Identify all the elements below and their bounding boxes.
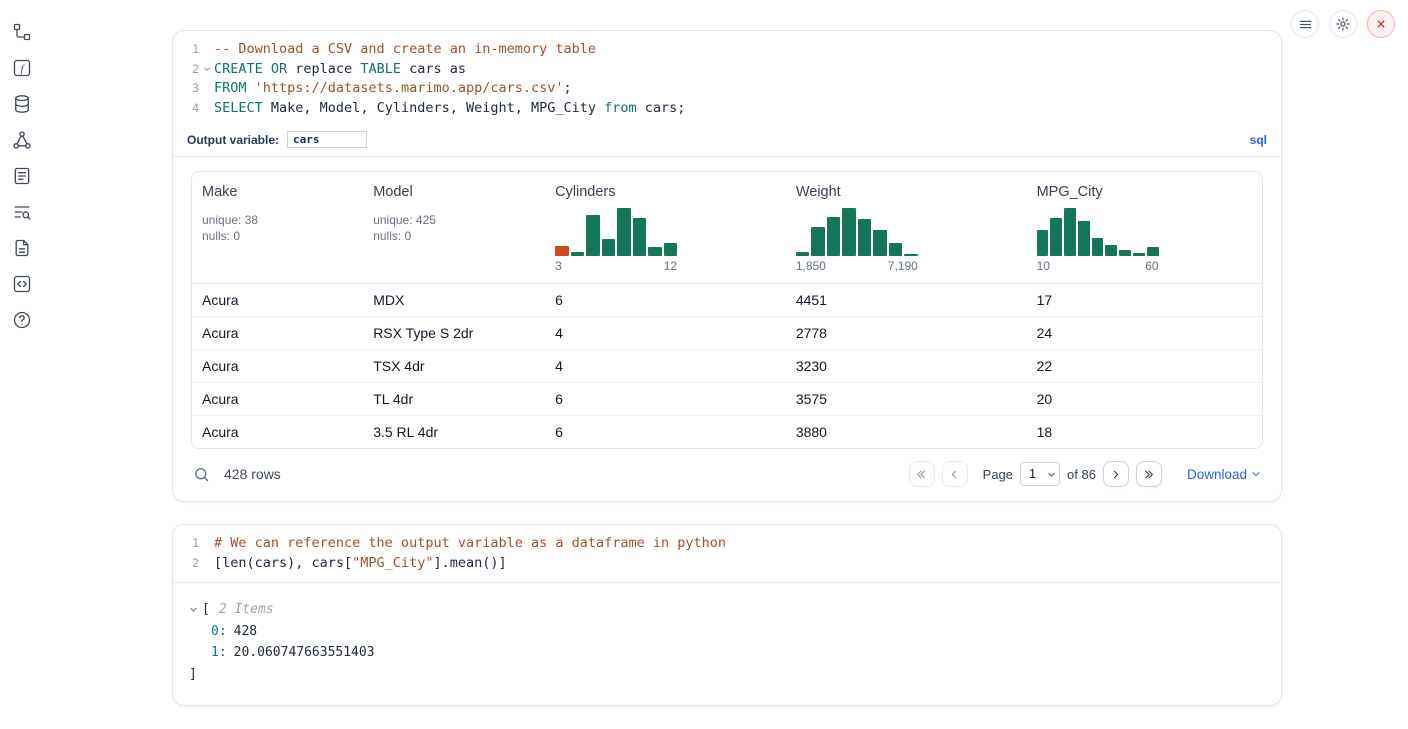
function-icon[interactable]: f [12,58,32,78]
table-header-row: Make unique: 38 nulls: 0 Model unique: 4… [192,172,1262,284]
python-cell: 1 # We can reference the output variable… [172,524,1282,706]
snippets-icon[interactable] [12,274,32,294]
code-line: 2 [len(cars), cars["MPG_City"].mean()] [173,554,1281,574]
sql-meta-row: Output variable: cars sql [173,127,1281,157]
python-output: [ 2 Items 0: 428 1: 20.060747663551403 ] [173,583,1281,705]
shutdown-close-button[interactable] [1367,10,1395,38]
tree-entry: 0: 428 [211,623,258,639]
collapse-chevron-icon[interactable] [189,605,199,614]
column-histogram: 3 12 [555,208,678,273]
column-stats: unique: 38 nulls: 0 [202,213,259,243]
line-number: 2 [192,555,199,570]
table-row[interactable]: Acura 3.5 RL 4dr 6 3880 18 [192,415,1262,448]
logs-search-icon[interactable] [12,202,32,222]
last-page-button[interactable] [1135,461,1162,487]
left-panel-sidebar: f [0,0,44,330]
line-number: 1 [192,536,199,550]
row-count: 428 rows [224,466,281,482]
code-line: 4 SELECT Make, Model, Cylinders, Weight,… [173,99,1281,119]
line-number: 3 [192,81,199,95]
line-number: 2 [192,61,199,76]
line-number: 1 [192,42,199,56]
column-stats: unique: 425 nulls: 0 [373,213,436,243]
column-label: Weight [795,184,841,200]
download-button[interactable]: Download [1187,467,1261,482]
fold-chevron-icon[interactable] [199,60,214,73]
settings-gear-button[interactable] [1329,10,1357,38]
next-page-button[interactable] [1102,461,1129,487]
top-actions [1291,10,1395,38]
sql-code-editor[interactable]: 1 -- Download a CSV and create an in-mem… [173,31,1281,127]
search-icon[interactable] [193,466,210,483]
results-table: Make unique: 38 nulls: 0 Model unique: 4… [191,171,1263,449]
output-variable-label: Output variable: [187,132,280,147]
chevron-down-icon [1252,472,1260,477]
column-header-cylinders[interactable]: Cylinders 3 12 [545,172,786,284]
table-row[interactable]: Acura MDX 6 4451 17 [202,292,1053,308]
cylinders-histogram[interactable] [555,208,678,256]
close-bracket: ] [189,666,197,682]
table-row[interactable]: Acura RSX Type S 2dr 4 2778 24 [192,316,1262,350]
column-header-mpg-city[interactable]: MPG_City 10 60 [1026,172,1262,284]
open-bracket: [ [202,602,210,617]
table-row[interactable]: Acura TL 4dr 6 3575 20 [192,382,1262,416]
code-line: 1 -- Download a CSV and create an in-mem… [173,40,1281,60]
page-select[interactable]: 1 [1020,462,1061,486]
previous-page-button[interactable] [941,461,968,487]
language-badge: sql [1249,132,1267,147]
mpg-city-histogram[interactable] [1036,208,1159,256]
column-label: Cylinders [555,184,616,200]
help-icon[interactable] [12,310,32,330]
table-footer: 428 rows Page 1 of 86 [191,449,1263,501]
column-header-model[interactable]: Model unique: 425 nulls: 0 [363,172,546,284]
line-number: 4 [192,100,199,115]
column-histogram: 10 60 [1036,208,1159,273]
dependency-graph-icon[interactable] [12,130,32,150]
page-label: Page [982,466,1014,482]
column-label: Model [373,184,413,200]
code-line: 3 FROM 'https://datasets.marimo.app/cars… [173,79,1281,99]
sql-output: Make unique: 38 nulls: 0 Model unique: 4… [173,157,1281,501]
column-label: Make [202,184,238,200]
output-variable-input[interactable]: cars [287,131,368,148]
notebook-main: 1 -- Download a CSV and create an in-mem… [172,30,1282,706]
pagination: Page 1 of 86 Download [908,461,1261,487]
menu-button[interactable] [1291,10,1319,38]
file-tree-icon[interactable] [12,22,32,42]
svg-text:f: f [20,63,25,75]
code-line: 1 # We can reference the output variable… [173,534,1281,554]
weight-histogram[interactable] [795,208,918,256]
page-count: of 86 [1067,466,1096,482]
python-code-editor[interactable]: 1 # We can reference the output variable… [173,525,1281,583]
sql-comment: -- Download a CSV and create an in-memor… [214,41,597,57]
first-page-button[interactable] [908,461,935,487]
sql-cell: 1 -- Download a CSV and create an in-mem… [172,30,1282,502]
tree-close-line: ] [189,664,1265,686]
column-histogram: 1,850 7,190 [795,208,918,273]
notebook-icon[interactable] [12,166,32,186]
column-header-make[interactable]: Make unique: 38 nulls: 0 [192,172,364,284]
document-icon[interactable] [12,238,32,258]
table-row[interactable]: Acura TSX 4dr 4 3230 22 [192,349,1262,383]
tree-root-line: [ 2 Items [189,599,1265,621]
items-count-label: 2 Items [218,602,274,617]
tree-entry: 1: 20.060747663551403 [211,645,375,660]
column-header-weight[interactable]: Weight 1,850 7,190 [785,172,1027,284]
column-label: MPG_City [1036,184,1103,200]
python-comment: # We can reference the output variable a… [214,535,727,551]
code-line: 2 CREATE OR replace TABLE cars as [173,60,1281,80]
database-icon[interactable] [12,94,32,114]
